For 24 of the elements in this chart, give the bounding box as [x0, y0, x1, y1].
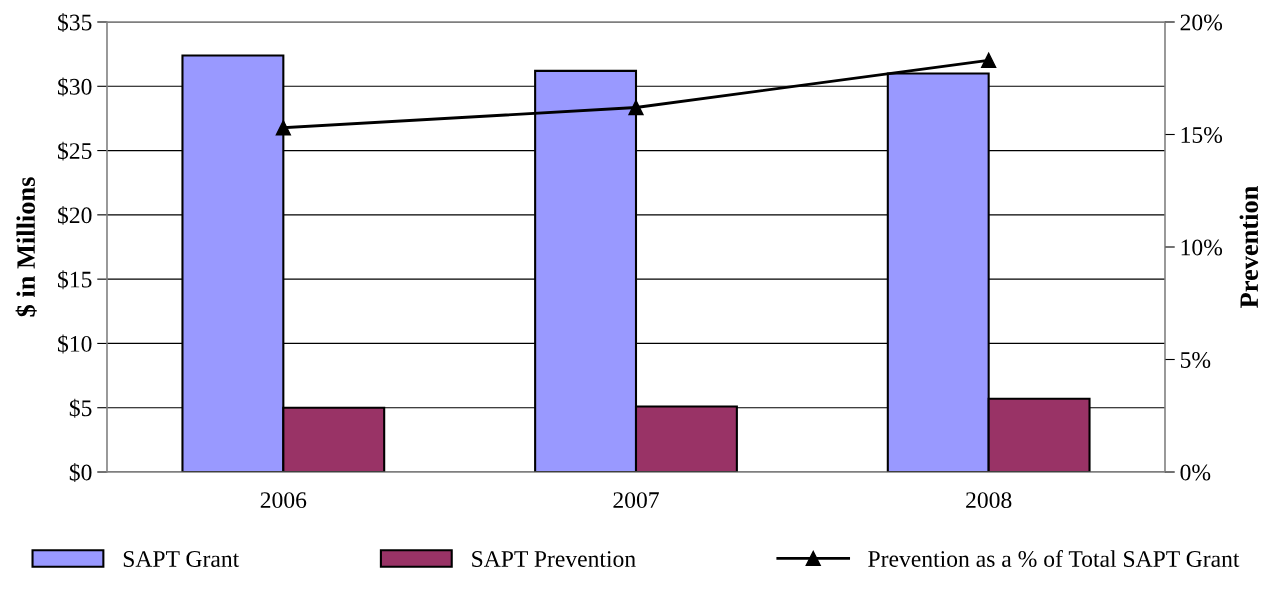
y2-tick-label: 15% [1181, 126, 1223, 143]
y2-tick-label: 10% [1181, 239, 1223, 256]
legend-label: Prevention as a % of Total SAPT Grant [868, 550, 1240, 568]
y2-tick-label: 20% [1180, 14, 1223, 31]
x-tick-label: 2006 [260, 492, 307, 509]
y-tick-label: $0 [69, 463, 92, 482]
point [981, 52, 997, 68]
y-tick-label: $30 [58, 77, 92, 97]
point [275, 120, 291, 136]
legend-label: SAPT Grant [123, 551, 240, 567]
y-tick-label: $15 [58, 270, 92, 290]
y-tick-label: $25 [58, 141, 92, 161]
y-tick-label: $5 [69, 398, 92, 418]
point [628, 99, 644, 116]
y-tick-label: $35 [58, 13, 92, 32]
x-tick-label: 2007 [613, 492, 659, 509]
legend-label: SAPT Prevention [472, 551, 636, 567]
y-axis-title: $ in Millions [15, 177, 37, 317]
y2-tick-label: 5% [1180, 351, 1211, 368]
y-tick-label: $10 [58, 334, 92, 354]
y2-axis-title: Prevention [1239, 186, 1259, 308]
y2-tick-label: 0% [1180, 464, 1211, 481]
y-tick-label: $20 [58, 205, 92, 225]
x-tick-label: 2008 [966, 492, 1012, 509]
